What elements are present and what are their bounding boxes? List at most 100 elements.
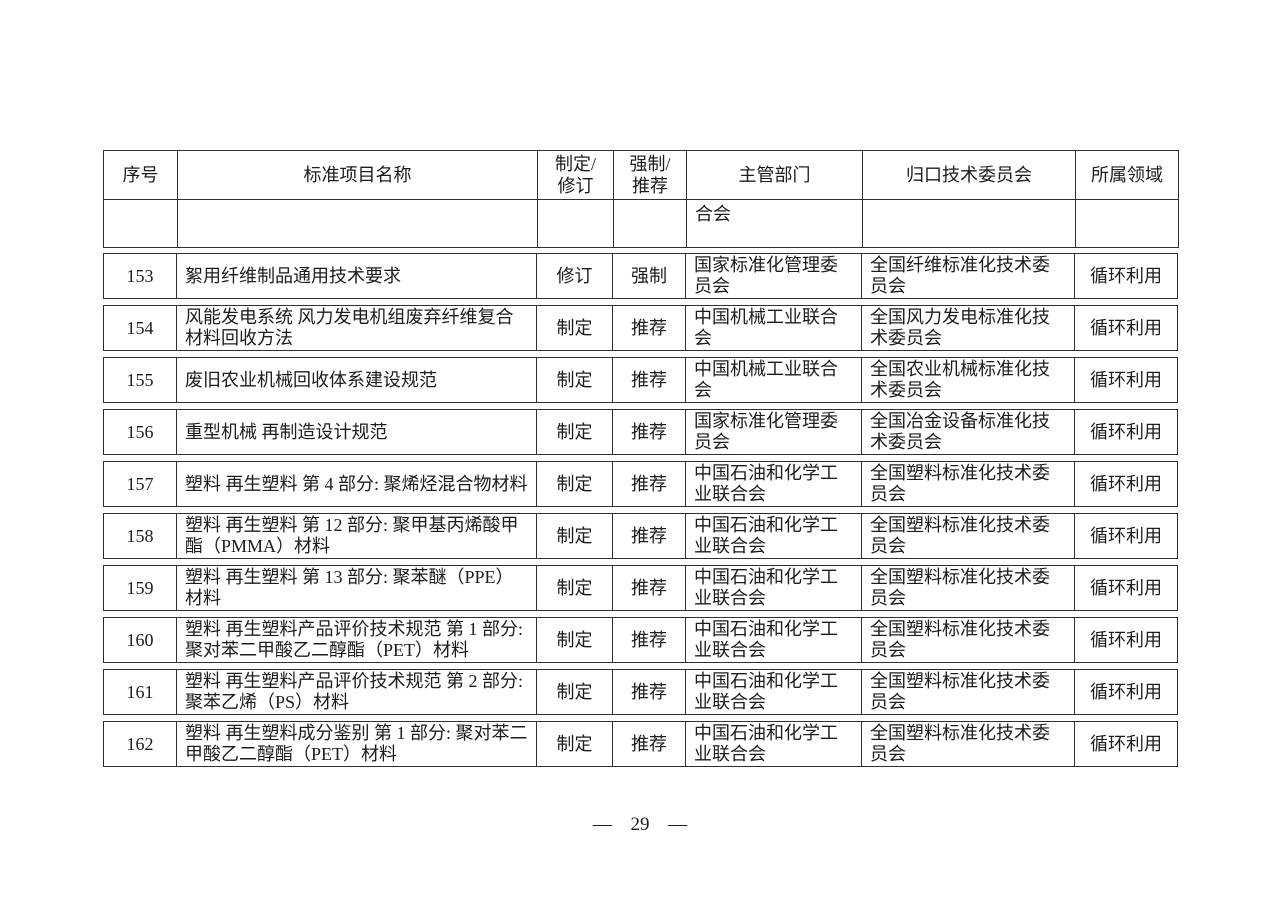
table-row: 157 塑料 再生塑料 第 4 部分: 聚烯烃混合物材料 制定 推荐 中国石油和… bbox=[103, 461, 1178, 507]
standard-name-cell: 塑料 再生塑料 第 4 部分: 聚烯烃混合物材料 bbox=[177, 461, 537, 507]
field-cell: 循环利用 bbox=[1075, 409, 1178, 455]
table-row: 160 塑料 再生塑料产品评价技术规范 第 1 部分: 聚对苯二甲酸乙二醇酯（P… bbox=[103, 617, 1178, 663]
table-row: 154 风能发电系统 风力发电机组废弃纤维复合材料回收方法 制定 推荐 中国机械… bbox=[103, 305, 1178, 351]
standards-table-header: 序号 标准项目名称 制定/ 修订 强制/ 推荐 主管部门 归口技术委员会 所属领… bbox=[103, 150, 1179, 248]
committee-cell: 全国冶金设备标准化技术委员会 bbox=[862, 409, 1075, 455]
formulate-revise-cell: 制定 bbox=[537, 721, 613, 767]
table-row: 158 塑料 再生塑料 第 12 部分: 聚甲基丙烯酸甲酯（PMMA）材料 制定… bbox=[103, 513, 1178, 559]
mandatory-recommended-cell: 强制 bbox=[613, 253, 686, 299]
standards-table-rows: 153 絮用纤维制品通用技术要求 修订 强制 国家标准化管理委员会 全国纤维标准… bbox=[103, 247, 1178, 773]
standard-name-cell: 塑料 再生塑料 第 13 部分: 聚苯醚（PPE）材料 bbox=[177, 565, 537, 611]
mandatory-recommended-cell: 推荐 bbox=[613, 409, 686, 455]
mandatory-recommended-cell: 推荐 bbox=[613, 721, 686, 767]
committee-cell: 全国塑料标准化技术委员会 bbox=[862, 721, 1075, 767]
field-cell: 循环利用 bbox=[1075, 617, 1178, 663]
row-number-cell: 161 bbox=[103, 669, 177, 715]
field-cell bbox=[1075, 199, 1179, 248]
row-number-cell: 155 bbox=[103, 357, 177, 403]
department-cell: 中国石油和化学工业联合会 bbox=[686, 721, 862, 767]
field-cell: 循环利用 bbox=[1075, 305, 1178, 351]
field-cell: 循环利用 bbox=[1075, 253, 1178, 299]
standard-name-cell: 重型机械 再制造设计规范 bbox=[177, 409, 537, 455]
standard-name-cell: 塑料 再生塑料产品评价技术规范 第 1 部分: 聚对苯二甲酸乙二醇酯（PET）材… bbox=[177, 617, 537, 663]
row-number-cell: 158 bbox=[103, 513, 177, 559]
standard-name-cell: 塑料 再生塑料成分鉴别 第 1 部分: 聚对苯二甲酸乙二醇酯（PET）材料 bbox=[177, 721, 537, 767]
formulate-revise-cell: 制定 bbox=[537, 565, 613, 611]
field-cell: 循环利用 bbox=[1075, 721, 1178, 767]
committee-cell: 全国塑料标准化技术委员会 bbox=[862, 565, 1075, 611]
row-number-cell: 153 bbox=[103, 253, 177, 299]
committee-cell: 全国塑料标准化技术委员会 bbox=[862, 617, 1075, 663]
formulate-revise-cell: 制定 bbox=[537, 669, 613, 715]
row-number-cell: 159 bbox=[103, 565, 177, 611]
department-cell: 中国机械工业联合会 bbox=[686, 305, 862, 351]
department-cell: 国家标准化管理委员会 bbox=[686, 253, 862, 299]
row-number-cell: 156 bbox=[103, 409, 177, 455]
header-serial-number: 序号 bbox=[103, 150, 178, 200]
header-department: 主管部门 bbox=[686, 150, 863, 200]
formulate-revise-cell: 修订 bbox=[537, 253, 613, 299]
department-cell: 中国石油和化学工业联合会 bbox=[686, 565, 862, 611]
field-cell: 循环利用 bbox=[1075, 461, 1178, 507]
department-cell: 中国石油和化学工业联合会 bbox=[686, 669, 862, 715]
row-number-cell bbox=[103, 199, 178, 248]
field-cell: 循环利用 bbox=[1075, 513, 1178, 559]
mandatory-recommended-cell: 推荐 bbox=[613, 305, 686, 351]
mandatory-recommended-cell: 推荐 bbox=[613, 669, 686, 715]
standard-name-cell: 絮用纤维制品通用技术要求 bbox=[177, 253, 537, 299]
table-row: 156 重型机械 再制造设计规范 制定 推荐 国家标准化管理委员会 全国冶金设备… bbox=[103, 409, 1178, 455]
standard-name-cell: 风能发电系统 风力发电机组废弃纤维复合材料回收方法 bbox=[177, 305, 537, 351]
formulate-revise-cell: 制定 bbox=[537, 409, 613, 455]
field-cell: 循环利用 bbox=[1075, 357, 1178, 403]
formulate-revise-cell: 制定 bbox=[537, 617, 613, 663]
committee-cell: 全国塑料标准化技术委员会 bbox=[862, 461, 1075, 507]
mandatory-recommended-cell bbox=[613, 199, 687, 248]
table-row: 162 塑料 再生塑料成分鉴别 第 1 部分: 聚对苯二甲酸乙二醇酯（PET）材… bbox=[103, 721, 1178, 767]
mandatory-recommended-cell: 推荐 bbox=[613, 357, 686, 403]
department-cell: 中国机械工业联合会 bbox=[686, 357, 862, 403]
page-number: — 29 — bbox=[592, 814, 688, 835]
header-formulate-revise: 制定/ 修订 bbox=[537, 150, 614, 200]
row-number-cell: 160 bbox=[103, 617, 177, 663]
committee-cell: 全国风力发电标准化技术委员会 bbox=[862, 305, 1075, 351]
formulate-revise-cell bbox=[537, 199, 614, 248]
standard-name-cell: 废旧农业机械回收体系建设规范 bbox=[177, 357, 537, 403]
header-mandatory-recommended: 强制/ 推荐 bbox=[613, 150, 687, 200]
row-number-cell: 157 bbox=[103, 461, 177, 507]
field-cell: 循环利用 bbox=[1075, 565, 1178, 611]
row-number-cell: 154 bbox=[103, 305, 177, 351]
table-row: 161 塑料 再生塑料产品评价技术规范 第 2 部分: 聚苯乙烯（PS）材料 制… bbox=[103, 669, 1178, 715]
mandatory-recommended-cell: 推荐 bbox=[613, 617, 686, 663]
formulate-revise-cell: 制定 bbox=[537, 305, 613, 351]
committee-cell bbox=[862, 199, 1076, 248]
mandatory-recommended-cell: 推荐 bbox=[613, 513, 686, 559]
formulate-revise-cell: 制定 bbox=[537, 513, 613, 559]
continuation-row: 合会 bbox=[103, 199, 1179, 248]
formulate-revise-cell: 制定 bbox=[537, 357, 613, 403]
committee-cell: 全国塑料标准化技术委员会 bbox=[862, 669, 1075, 715]
committee-cell: 全国农业机械标准化技术委员会 bbox=[862, 357, 1075, 403]
table-row: 153 絮用纤维制品通用技术要求 修订 强制 国家标准化管理委员会 全国纤维标准… bbox=[103, 253, 1178, 299]
field-cell: 循环利用 bbox=[1075, 669, 1178, 715]
standard-name-cell bbox=[177, 199, 538, 248]
standards-table-area: 序号 标准项目名称 制定/ 修订 强制/ 推荐 主管部门 归口技术委员会 所属领… bbox=[103, 150, 1179, 773]
department-cell: 中国石油和化学工业联合会 bbox=[686, 461, 862, 507]
mandatory-recommended-cell: 推荐 bbox=[613, 565, 686, 611]
committee-cell: 全国纤维标准化技术委员会 bbox=[862, 253, 1075, 299]
table-row: 155 废旧农业机械回收体系建设规范 制定 推荐 中国机械工业联合会 全国农业机… bbox=[103, 357, 1178, 403]
header-standard-name: 标准项目名称 bbox=[177, 150, 538, 200]
department-cell: 中国石油和化学工业联合会 bbox=[686, 617, 862, 663]
header-committee: 归口技术委员会 bbox=[862, 150, 1076, 200]
standard-name-cell: 塑料 再生塑料产品评价技术规范 第 2 部分: 聚苯乙烯（PS）材料 bbox=[177, 669, 537, 715]
standard-name-cell: 塑料 再生塑料 第 12 部分: 聚甲基丙烯酸甲酯（PMMA）材料 bbox=[177, 513, 537, 559]
mandatory-recommended-cell: 推荐 bbox=[613, 461, 686, 507]
department-cell: 中国石油和化学工业联合会 bbox=[686, 513, 862, 559]
formulate-revise-cell: 制定 bbox=[537, 461, 613, 507]
committee-cell: 全国塑料标准化技术委员会 bbox=[862, 513, 1075, 559]
department-cell: 国家标准化管理委员会 bbox=[686, 409, 862, 455]
table-row: 159 塑料 再生塑料 第 13 部分: 聚苯醚（PPE）材料 制定 推荐 中国… bbox=[103, 565, 1178, 611]
department-cell: 合会 bbox=[686, 199, 863, 248]
row-number-cell: 162 bbox=[103, 721, 177, 767]
header-field: 所属领域 bbox=[1075, 150, 1179, 200]
